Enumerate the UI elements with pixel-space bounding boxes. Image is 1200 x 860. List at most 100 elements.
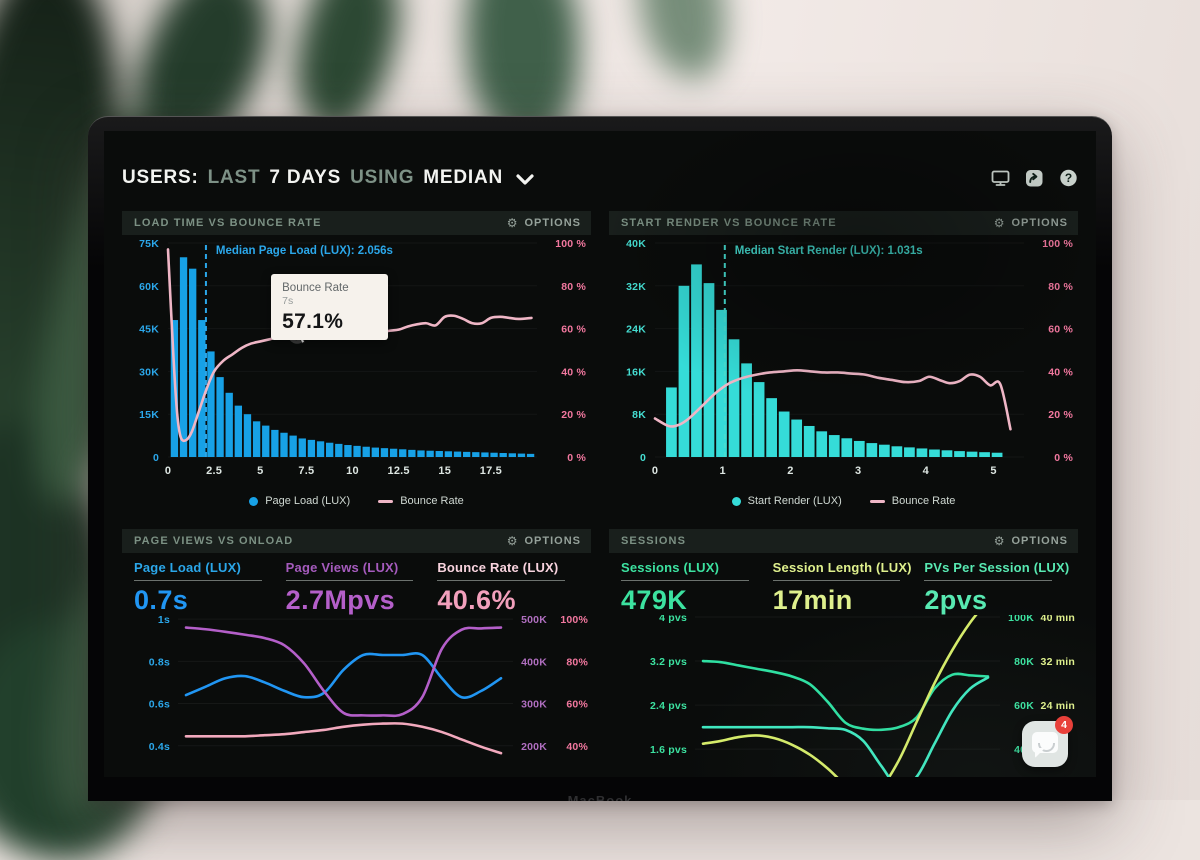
metric: Sessions (LUX) 479K bbox=[621, 560, 773, 616]
chart-legend: Page Load (LUX) Bounce Rate bbox=[122, 488, 591, 509]
svg-text:100%: 100% bbox=[560, 615, 588, 626]
panel-title: SESSIONS bbox=[621, 535, 687, 547]
users-filter-dropdown[interactable]: USERS: LAST 7 DAYS USING MEDIAN bbox=[122, 167, 534, 189]
svg-text:0: 0 bbox=[165, 465, 171, 477]
gear-icon: ⚙ bbox=[993, 216, 1006, 230]
options-button[interactable]: ⚙ OPTIONS bbox=[507, 217, 581, 229]
svg-text:80%: 80% bbox=[566, 656, 588, 668]
share-icon[interactable] bbox=[1025, 169, 1044, 187]
svg-text:60K: 60K bbox=[1014, 700, 1034, 712]
svg-text:2.5: 2.5 bbox=[206, 465, 222, 477]
chat-widget-button[interactable]: 4 bbox=[1022, 716, 1073, 767]
metric: Page Views (LUX) 2.7Mpvs bbox=[285, 560, 438, 616]
laptop: USERS: LAST 7 DAYS USING MEDIAN ? LOAD TIME … bbox=[88, 116, 1112, 801]
svg-text:0: 0 bbox=[153, 452, 159, 464]
svg-text:2: 2 bbox=[787, 465, 793, 477]
chart-legend: Start Render (LUX) Bounce Rate bbox=[609, 488, 1078, 509]
legend-item: Bounce Rate bbox=[869, 495, 955, 507]
options-button[interactable]: ⚙ OPTIONS bbox=[994, 217, 1068, 229]
svg-text:5: 5 bbox=[990, 465, 996, 477]
title-segment: 7 DAYS bbox=[269, 167, 342, 188]
load-time-chart[interactable]: 75K 60K 45K 30K 15K 0 100 % 80 % 60 % 40 % 20 % 0 %… bbox=[122, 235, 591, 488]
svg-text:4: 4 bbox=[923, 465, 930, 477]
page-views-chart[interactable]: 1s 500K 100% 0.8s 400K 80% 0.6s 300K 60% 0.4s 200K… bbox=[122, 614, 591, 777]
title-segment: LAST bbox=[207, 167, 261, 188]
title-segment: USING bbox=[350, 167, 415, 188]
gear-icon: ⚙ bbox=[506, 534, 519, 548]
panel-sessions: SESSIONS ⚙ OPTIONS Sessions (LUX) 479K Ses… bbox=[609, 529, 1078, 777]
metric: Page Load (LUX) 0.7s bbox=[134, 560, 286, 616]
svg-text:40%: 40% bbox=[566, 741, 588, 753]
svg-text:45K: 45K bbox=[139, 324, 159, 336]
svg-text:300K: 300K bbox=[521, 699, 547, 711]
svg-text:20 %: 20 % bbox=[1048, 409, 1073, 421]
svg-text:500K: 500K bbox=[521, 615, 547, 626]
metric-summary-row: Page Load (LUX) 0.7s Page Views (LUX) 2.7Mp… bbox=[122, 553, 591, 615]
legend-item: Start Render (LUX) bbox=[731, 495, 842, 507]
help-icon[interactable]: ? bbox=[1059, 169, 1078, 187]
chat-bubble-icon bbox=[1032, 732, 1058, 758]
panel-load-time-vs-bounce-rate: LOAD TIME VS BOUNCE RATE ⚙ OPTIONS 75K 60… bbox=[122, 211, 591, 509]
svg-text:60 %: 60 % bbox=[1048, 324, 1073, 336]
svg-text:24 min: 24 min bbox=[1041, 700, 1075, 712]
svg-text:4 pvs: 4 pvs bbox=[659, 615, 687, 624]
panel-title: START RENDER VS BOUNCE RATE bbox=[621, 217, 837, 229]
svg-text:60 %: 60 % bbox=[561, 324, 586, 336]
svg-text:40K: 40K bbox=[626, 238, 646, 250]
svg-text:40 min: 40 min bbox=[1041, 615, 1075, 624]
svg-text:40 %: 40 % bbox=[1048, 366, 1073, 378]
svg-text:3.2 pvs: 3.2 pvs bbox=[650, 656, 687, 668]
display-icon[interactable] bbox=[991, 169, 1010, 187]
options-label: OPTIONS bbox=[524, 535, 581, 547]
laptop-brand-text: MacBook bbox=[567, 793, 633, 801]
svg-text:8K: 8K bbox=[632, 409, 646, 421]
metric: Session Length (LUX) 17min bbox=[772, 560, 912, 615]
svg-text:3: 3 bbox=[855, 465, 861, 477]
metric: Bounce Rate (LUX) 40.6% bbox=[437, 560, 589, 616]
svg-text:200K: 200K bbox=[521, 741, 547, 753]
svg-text:100K: 100K bbox=[1008, 615, 1034, 624]
panel-start-render-vs-bounce-rate: START RENDER VS BOUNCE RATE ⚙ OPTIONS 40… bbox=[609, 211, 1078, 509]
svg-text:32 min: 32 min bbox=[1041, 656, 1075, 668]
svg-text:30K: 30K bbox=[139, 366, 159, 378]
svg-text:40 %: 40 % bbox=[561, 366, 586, 378]
sessions-chart[interactable]: 4 pvs 100K 40 min 3.2 pvs 80K 32 min 2.4 pvs 60… bbox=[609, 599, 1078, 777]
options-label: OPTIONS bbox=[1011, 217, 1068, 229]
svg-text:1: 1 bbox=[720, 465, 726, 477]
svg-text:15K: 15K bbox=[139, 409, 159, 421]
svg-text:16K: 16K bbox=[626, 366, 646, 378]
svg-text:100 %: 100 % bbox=[1042, 238, 1073, 250]
metric-summary-row: Sessions (LUX) 479K Session Length (LUX) 17… bbox=[609, 553, 1078, 615]
metric: PVs Per Session (LUX) 2pvs bbox=[924, 560, 1070, 615]
svg-text:7.5: 7.5 bbox=[298, 465, 314, 477]
options-button[interactable]: ⚙ OPTIONS bbox=[507, 535, 581, 547]
svg-text:24K: 24K bbox=[626, 324, 646, 336]
gear-icon: ⚙ bbox=[993, 534, 1006, 548]
svg-text:80K: 80K bbox=[1014, 656, 1034, 668]
svg-text:80 %: 80 % bbox=[561, 281, 586, 293]
title-segment: USERS: bbox=[122, 167, 199, 188]
svg-text:2.4 pvs: 2.4 pvs bbox=[650, 700, 687, 712]
options-label: OPTIONS bbox=[524, 217, 581, 229]
svg-text:20 %: 20 % bbox=[561, 409, 586, 421]
svg-text:15: 15 bbox=[438, 465, 451, 477]
panel-title: LOAD TIME VS BOUNCE RATE bbox=[134, 217, 322, 229]
title-segment: MEDIAN bbox=[423, 167, 504, 188]
svg-text:Median Start Render (LUX): 1.0: Median Start Render (LUX): 1.031s bbox=[735, 245, 923, 257]
legend-item: Bounce Rate bbox=[378, 495, 464, 507]
dashboard-screen: USERS: LAST 7 DAYS USING MEDIAN ? LOAD TIME … bbox=[104, 131, 1096, 777]
svg-text:0.8s: 0.8s bbox=[149, 656, 170, 668]
chat-unread-badge: 4 bbox=[1055, 716, 1073, 734]
chevron-down-icon bbox=[516, 174, 534, 185]
panel-title: PAGE VIEWS VS ONLOAD bbox=[134, 535, 294, 547]
svg-text:Median Page Load (LUX): 2.056s: Median Page Load (LUX): 2.056s bbox=[216, 245, 393, 257]
svg-text:5: 5 bbox=[257, 465, 263, 477]
start-render-chart[interactable]: 40K 32K 24K 16K 8K 0 100 % 80 % 60 % 40 % 20 % 0 % 0… bbox=[609, 235, 1078, 488]
gear-icon: ⚙ bbox=[506, 216, 519, 230]
svg-text:17.5: 17.5 bbox=[480, 465, 502, 477]
svg-text:75K: 75K bbox=[139, 238, 159, 250]
options-label: OPTIONS bbox=[1011, 535, 1068, 547]
options-button[interactable]: ⚙ OPTIONS bbox=[994, 535, 1068, 547]
svg-text:?: ? bbox=[1065, 171, 1072, 185]
header-icons: ? bbox=[991, 169, 1078, 187]
